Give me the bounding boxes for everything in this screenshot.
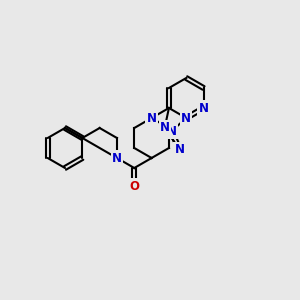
Text: N: N xyxy=(175,143,184,156)
Text: N: N xyxy=(147,112,157,124)
Text: N: N xyxy=(181,112,191,124)
Text: N: N xyxy=(112,152,122,164)
Text: N: N xyxy=(167,125,176,138)
Text: N: N xyxy=(160,121,170,134)
Text: N: N xyxy=(199,101,208,115)
Text: O: O xyxy=(129,179,139,193)
